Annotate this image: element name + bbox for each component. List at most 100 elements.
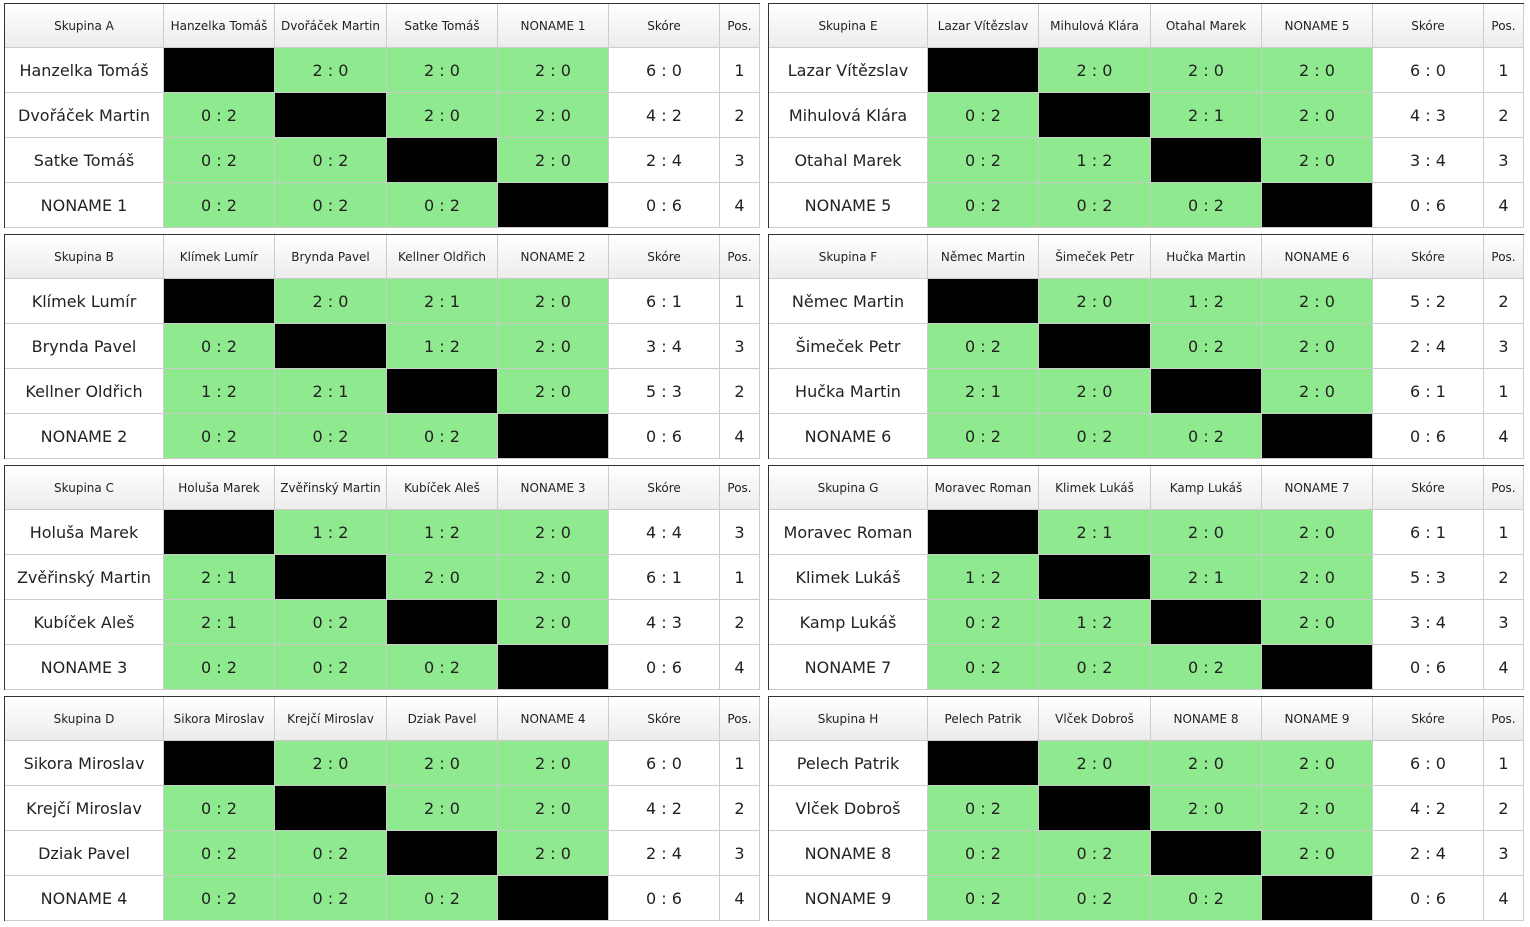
score: 6 : 0 — [609, 48, 720, 93]
match-result: 0 : 2 — [275, 600, 387, 645]
group-table: Skupina A Hanzelka Tomáš Dvořáček Martin Sa… — [4, 3, 760, 228]
column-header: NONAME 5 — [1262, 4, 1373, 48]
self-cell — [498, 414, 609, 459]
match-result: 2 : 0 — [1151, 48, 1262, 93]
match-result: 1 : 2 — [275, 510, 387, 555]
score: 2 : 4 — [1373, 831, 1484, 876]
match-result: 0 : 2 — [275, 645, 387, 690]
column-header: Kubíček Aleš — [387, 466, 498, 510]
self-cell — [1039, 324, 1151, 369]
player-name: Otahal Marek — [769, 138, 928, 183]
position: 1 — [720, 555, 760, 600]
score: 4 : 4 — [609, 510, 720, 555]
match-result: 2 : 0 — [498, 831, 609, 876]
match-result: 2 : 0 — [498, 555, 609, 600]
match-result: 2 : 0 — [1262, 369, 1373, 414]
match-result: 2 : 0 — [275, 741, 387, 786]
position: 1 — [1484, 510, 1524, 555]
match-result: 2 : 0 — [1262, 279, 1373, 324]
score: 4 : 3 — [609, 600, 720, 645]
score: 0 : 6 — [1373, 645, 1484, 690]
column-header: NONAME 1 — [498, 4, 609, 48]
match-result: 1 : 2 — [1151, 279, 1262, 324]
column-header: Moravec Roman — [928, 466, 1039, 510]
position: 4 — [1484, 645, 1524, 690]
score: 0 : 6 — [1373, 183, 1484, 228]
pos-header: Pos. — [720, 697, 760, 741]
match-result: 2 : 0 — [387, 93, 498, 138]
match-result: 2 : 0 — [1039, 279, 1151, 324]
position: 2 — [1484, 279, 1524, 324]
match-result: 2 : 0 — [498, 279, 609, 324]
player-name: Dvořáček Martin — [5, 93, 164, 138]
position: 3 — [1484, 831, 1524, 876]
self-cell — [1039, 555, 1151, 600]
score: 5 : 2 — [1373, 279, 1484, 324]
player-name: Moravec Roman — [769, 510, 928, 555]
match-result: 0 : 2 — [1039, 414, 1151, 459]
match-result: 0 : 2 — [928, 324, 1039, 369]
score-header: Skóre — [609, 4, 720, 48]
position: 2 — [720, 369, 760, 414]
pos-header: Pos. — [720, 4, 760, 48]
player-name: Hučka Martin — [769, 369, 928, 414]
match-result: 2 : 0 — [498, 600, 609, 645]
position: 4 — [720, 183, 760, 228]
match-result: 2 : 0 — [498, 48, 609, 93]
match-result: 0 : 2 — [928, 645, 1039, 690]
match-result: 0 : 2 — [928, 876, 1039, 921]
group-table: Skupina F Němec Martin Šimeček Petr Hučka M… — [768, 234, 1524, 459]
match-result: 2 : 0 — [498, 138, 609, 183]
column-header: Klímek Lumír — [164, 235, 275, 279]
group-title: Skupina B — [5, 235, 164, 279]
column-header: Lazar Vítězslav — [928, 4, 1039, 48]
column-header: Vlček Dobroš — [1039, 697, 1151, 741]
match-result: 2 : 0 — [387, 48, 498, 93]
player-name: Krejčí Miroslav — [5, 786, 164, 831]
match-result: 0 : 2 — [928, 786, 1039, 831]
match-result: 0 : 2 — [1039, 183, 1151, 228]
self-cell — [275, 555, 387, 600]
score: 4 : 2 — [609, 786, 720, 831]
player-name: NONAME 9 — [769, 876, 928, 921]
group-title: Skupina C — [5, 466, 164, 510]
position: 3 — [720, 510, 760, 555]
match-result: 0 : 2 — [1039, 876, 1151, 921]
self-cell — [164, 48, 275, 93]
match-result: 2 : 0 — [275, 48, 387, 93]
match-result: 2 : 0 — [1262, 324, 1373, 369]
match-result: 2 : 0 — [1262, 138, 1373, 183]
score: 6 : 1 — [1373, 510, 1484, 555]
column-header: NONAME 3 — [498, 466, 609, 510]
group-title: Skupina G — [769, 466, 928, 510]
position: 4 — [1484, 183, 1524, 228]
column-header: Otahal Marek — [1151, 4, 1262, 48]
player-name: Kamp Lukáš — [769, 600, 928, 645]
score-header: Skóre — [1373, 4, 1484, 48]
match-result: 0 : 2 — [928, 600, 1039, 645]
group-table: Skupina D Sikora Miroslav Krejčí Miroslav D… — [4, 696, 760, 921]
column-header: Brynda Pavel — [275, 235, 387, 279]
match-result: 0 : 2 — [928, 414, 1039, 459]
self-cell — [164, 741, 275, 786]
self-cell — [1262, 414, 1373, 459]
position: 4 — [1484, 876, 1524, 921]
position: 3 — [1484, 138, 1524, 183]
position: 2 — [720, 600, 760, 645]
match-result: 2 : 0 — [498, 324, 609, 369]
position: 2 — [1484, 555, 1524, 600]
player-name: NONAME 7 — [769, 645, 928, 690]
column-header: Klimek Lukáš — [1039, 466, 1151, 510]
self-cell — [498, 183, 609, 228]
player-name: Němec Martin — [769, 279, 928, 324]
position: 3 — [720, 324, 760, 369]
player-name: Pelech Patrik — [769, 741, 928, 786]
position: 3 — [1484, 324, 1524, 369]
player-name: NONAME 5 — [769, 183, 928, 228]
score: 3 : 4 — [1373, 600, 1484, 645]
match-result: 2 : 0 — [1262, 555, 1373, 600]
match-result: 2 : 1 — [387, 279, 498, 324]
column-header: Kellner Oldřich — [387, 235, 498, 279]
match-result: 2 : 0 — [1039, 741, 1151, 786]
match-result: 0 : 2 — [387, 414, 498, 459]
